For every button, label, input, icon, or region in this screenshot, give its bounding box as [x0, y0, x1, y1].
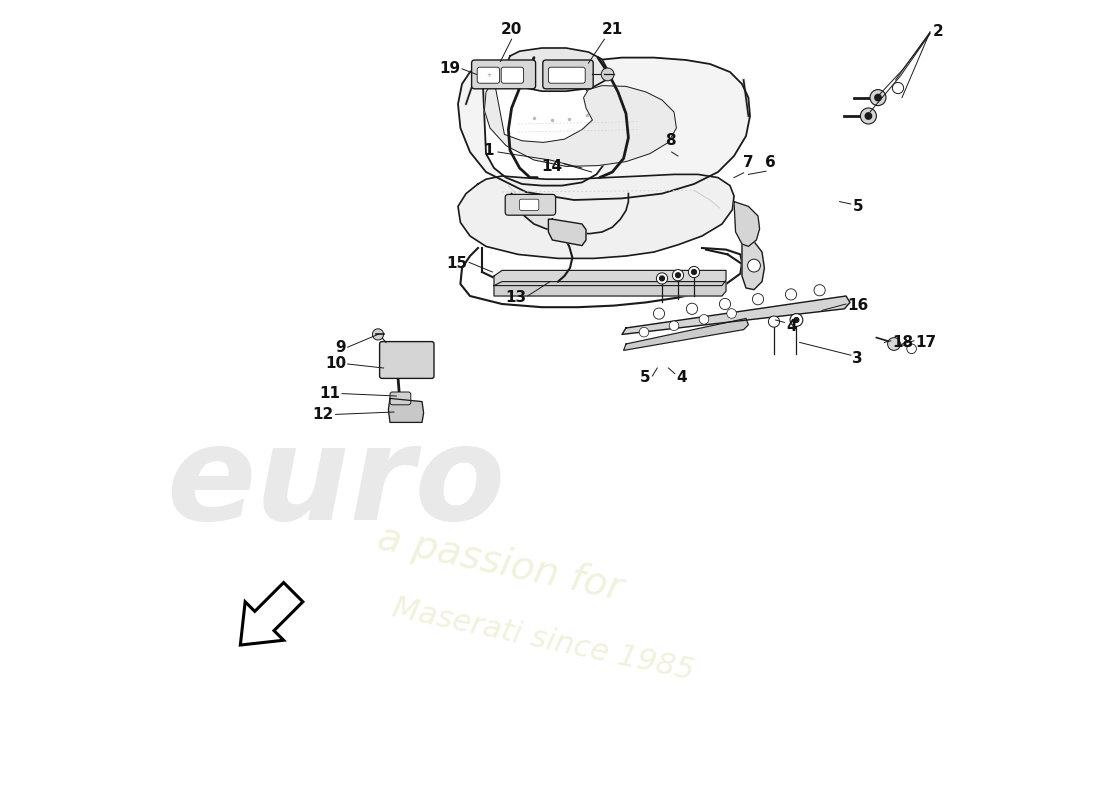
Text: 20: 20 [500, 22, 522, 37]
FancyBboxPatch shape [390, 392, 410, 405]
FancyBboxPatch shape [549, 67, 585, 83]
Circle shape [727, 309, 736, 318]
Circle shape [657, 273, 668, 284]
Text: 17: 17 [915, 335, 937, 350]
Text: ⚜: ⚜ [553, 62, 562, 72]
Circle shape [892, 82, 903, 94]
Text: 10: 10 [324, 357, 346, 371]
Circle shape [888, 338, 901, 350]
Text: a passion for: a passion for [374, 519, 627, 608]
Text: 4: 4 [786, 319, 796, 334]
Circle shape [874, 94, 881, 101]
Text: 2: 2 [933, 25, 943, 39]
Text: 9: 9 [336, 340, 346, 354]
Text: 15: 15 [447, 257, 468, 271]
Polygon shape [241, 582, 302, 645]
Polygon shape [624, 318, 748, 350]
Circle shape [373, 329, 384, 340]
FancyBboxPatch shape [505, 194, 556, 215]
Text: 14: 14 [541, 159, 563, 174]
Text: 1: 1 [484, 143, 494, 158]
Polygon shape [549, 219, 586, 246]
FancyBboxPatch shape [519, 199, 539, 210]
Circle shape [602, 68, 614, 81]
Circle shape [700, 314, 708, 324]
Polygon shape [508, 192, 574, 232]
Circle shape [639, 327, 649, 337]
Polygon shape [494, 282, 726, 296]
Circle shape [653, 308, 664, 319]
Text: 21: 21 [602, 22, 623, 37]
Circle shape [785, 289, 796, 300]
Circle shape [752, 294, 763, 305]
Circle shape [675, 273, 681, 278]
Text: 3: 3 [852, 351, 864, 366]
Circle shape [769, 316, 780, 327]
Circle shape [692, 270, 696, 274]
Circle shape [870, 90, 886, 106]
Circle shape [748, 259, 760, 272]
FancyBboxPatch shape [502, 67, 524, 83]
Text: 19: 19 [439, 62, 461, 76]
Text: 13: 13 [505, 290, 526, 305]
Polygon shape [506, 48, 607, 91]
Polygon shape [494, 270, 726, 286]
Text: 4: 4 [676, 370, 688, 385]
Polygon shape [484, 80, 676, 166]
Polygon shape [458, 174, 734, 258]
Circle shape [814, 285, 825, 296]
Text: ⚜: ⚜ [486, 73, 491, 78]
Text: 8: 8 [664, 133, 675, 148]
Circle shape [689, 266, 700, 278]
Circle shape [794, 318, 799, 322]
Circle shape [790, 314, 803, 326]
Text: 7: 7 [744, 154, 754, 170]
Circle shape [686, 303, 697, 314]
FancyBboxPatch shape [477, 67, 499, 83]
Text: 11: 11 [319, 386, 340, 401]
Polygon shape [388, 398, 424, 422]
Text: 18: 18 [892, 335, 913, 350]
Circle shape [866, 113, 871, 119]
Polygon shape [621, 296, 850, 334]
Text: 5: 5 [852, 199, 864, 214]
Circle shape [660, 276, 664, 281]
Circle shape [719, 298, 730, 310]
Polygon shape [734, 202, 760, 246]
Circle shape [669, 321, 679, 330]
Text: euro: euro [166, 420, 505, 547]
FancyBboxPatch shape [379, 342, 434, 378]
Text: 12: 12 [312, 407, 334, 422]
Circle shape [860, 108, 877, 124]
Text: 6: 6 [766, 154, 777, 170]
FancyBboxPatch shape [472, 60, 536, 89]
Text: 5: 5 [640, 370, 651, 385]
FancyBboxPatch shape [542, 60, 593, 89]
Text: 16: 16 [848, 298, 869, 313]
Polygon shape [458, 58, 750, 200]
Text: Maserati since 1985: Maserati since 1985 [390, 594, 697, 686]
Circle shape [906, 344, 916, 354]
Circle shape [672, 270, 683, 281]
Polygon shape [742, 240, 764, 290]
